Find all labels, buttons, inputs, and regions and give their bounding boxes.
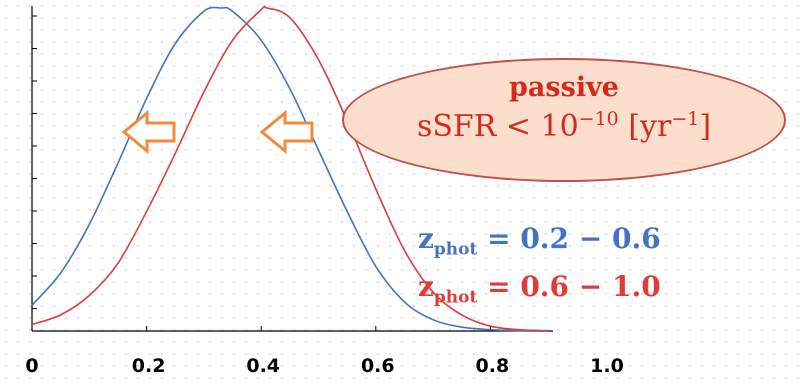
legend-entry-red: zphot = 0.6 − 1.0 [418, 270, 661, 308]
callout-bubble [342, 58, 786, 182]
x-tick-label: 0 [25, 355, 39, 377]
left-arrow [121, 109, 176, 155]
x-tick-label: 0.8 [475, 355, 510, 377]
formula-exponent: −10 [578, 108, 619, 130]
legend-symbol: z [418, 270, 434, 303]
callout-title: passive [509, 72, 619, 103]
formula-unit-exponent: −1 [671, 108, 700, 130]
legend-subscript: phot [433, 287, 478, 308]
callout-formula: sSFR < 10−10 [yr−1] [342, 108, 786, 144]
legend-symbol: z [418, 222, 434, 255]
legend-entry-blue: zphot = 0.2 − 0.6 [418, 222, 661, 260]
x-tick-label: 1.0 [590, 355, 624, 377]
formula-prefix: sSFR < 10 [416, 109, 579, 144]
legend-subscript: phot [433, 239, 478, 260]
x-tick-label: 0.4 [246, 355, 281, 377]
arrows [121, 109, 314, 155]
left-arrow [259, 109, 314, 155]
x-tick-label: 0.2 [131, 355, 166, 377]
legend-range: = 0.2 − 0.6 [487, 222, 661, 255]
legend-range: = 0.6 − 1.0 [487, 270, 661, 303]
series-line-red [31, 5, 548, 332]
formula-close: ] [699, 109, 712, 144]
series-lines [31, 5, 548, 332]
x-tick-label: 0.6 [360, 355, 395, 377]
formula-unit: [yr [618, 109, 672, 144]
axes [31, 6, 553, 332]
series-line-blue [31, 6, 548, 332]
